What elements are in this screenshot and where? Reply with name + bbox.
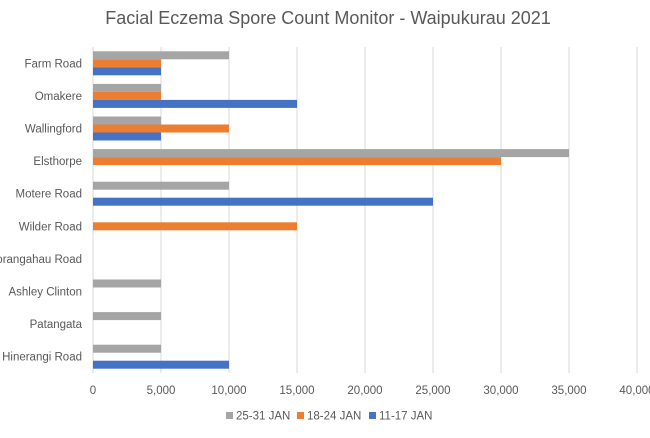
x-tick-label: 35,000 (551, 385, 586, 397)
legend-item: 18-24 JAN (297, 411, 361, 423)
x-tick-label: 20,000 (347, 385, 382, 397)
category-label: Ashley Clinton (8, 287, 82, 299)
bar (93, 116, 161, 125)
category-label: Wilder Road (19, 221, 82, 233)
bar (93, 181, 229, 190)
legend: 25-31 JAN 18-24 JAN 11-17 JAN (226, 411, 432, 423)
bar (93, 197, 433, 206)
legend-swatch (297, 412, 304, 419)
bar (93, 279, 161, 288)
legend-item: 11-17 JAN (369, 411, 432, 423)
x-tick-label: 30,000 (483, 385, 518, 397)
category-labels: Farm Road Omakere Wallingford Elsthorpe Mote… (0, 58, 83, 363)
bar (93, 59, 161, 68)
category-label: Omakere (35, 91, 82, 103)
x-tick-label: 10,000 (211, 385, 246, 397)
bar (93, 51, 229, 60)
category-label: Patangata (30, 319, 83, 331)
x-tick-label: 15,000 (279, 385, 314, 397)
legend-swatch (369, 412, 376, 419)
bar (93, 312, 161, 321)
bar (93, 157, 501, 166)
legend-label: 18-24 JAN (307, 411, 361, 423)
bar (93, 132, 161, 141)
bar (93, 360, 229, 369)
x-tick-label: 40,000 (619, 385, 650, 397)
category-label: Motere Road (16, 189, 82, 201)
x-tick-label: 25,000 (415, 385, 450, 397)
legend-item: 25-31 JAN (226, 411, 290, 423)
bar (93, 67, 161, 76)
x-tick-label: 0 (90, 385, 96, 397)
bar (93, 91, 161, 100)
legend-swatch (226, 412, 233, 419)
bar (93, 83, 161, 92)
category-label: Wallingford (25, 124, 82, 136)
x-tick-label: 5,000 (147, 385, 176, 397)
bar (93, 124, 229, 133)
bar (93, 149, 569, 158)
category-label: Farm Road (24, 58, 82, 70)
bars (93, 51, 569, 369)
bar (93, 99, 297, 108)
category-label: Porangahau Road (0, 254, 82, 266)
chart-title: Facial Eczema Spore Count Monitor - Waip… (105, 8, 551, 28)
gridlines (92, 47, 638, 373)
bar (93, 222, 297, 231)
bar (93, 344, 161, 353)
legend-label: 11-17 JAN (379, 411, 432, 423)
legend-label: 25-31 JAN (236, 411, 290, 423)
category-label: Hinerangi Road (2, 352, 82, 364)
x-tick-labels: 0 5,000 10,000 15,000 20,000 25,000 30,000 35,0… (90, 385, 650, 397)
category-label: Elsthorpe (33, 156, 82, 168)
